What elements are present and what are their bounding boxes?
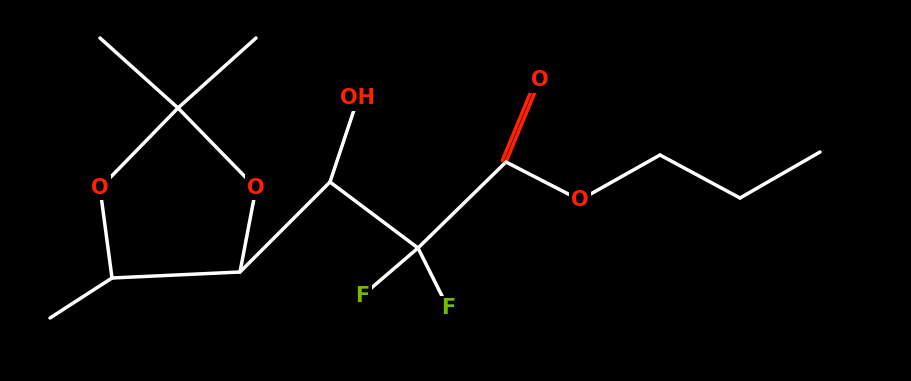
Text: O: O <box>91 178 108 198</box>
Text: O: O <box>247 178 264 198</box>
Text: O: O <box>530 70 548 90</box>
Text: F: F <box>440 298 455 318</box>
Text: O: O <box>570 190 589 210</box>
Text: OH: OH <box>340 88 375 108</box>
Text: F: F <box>354 286 369 306</box>
